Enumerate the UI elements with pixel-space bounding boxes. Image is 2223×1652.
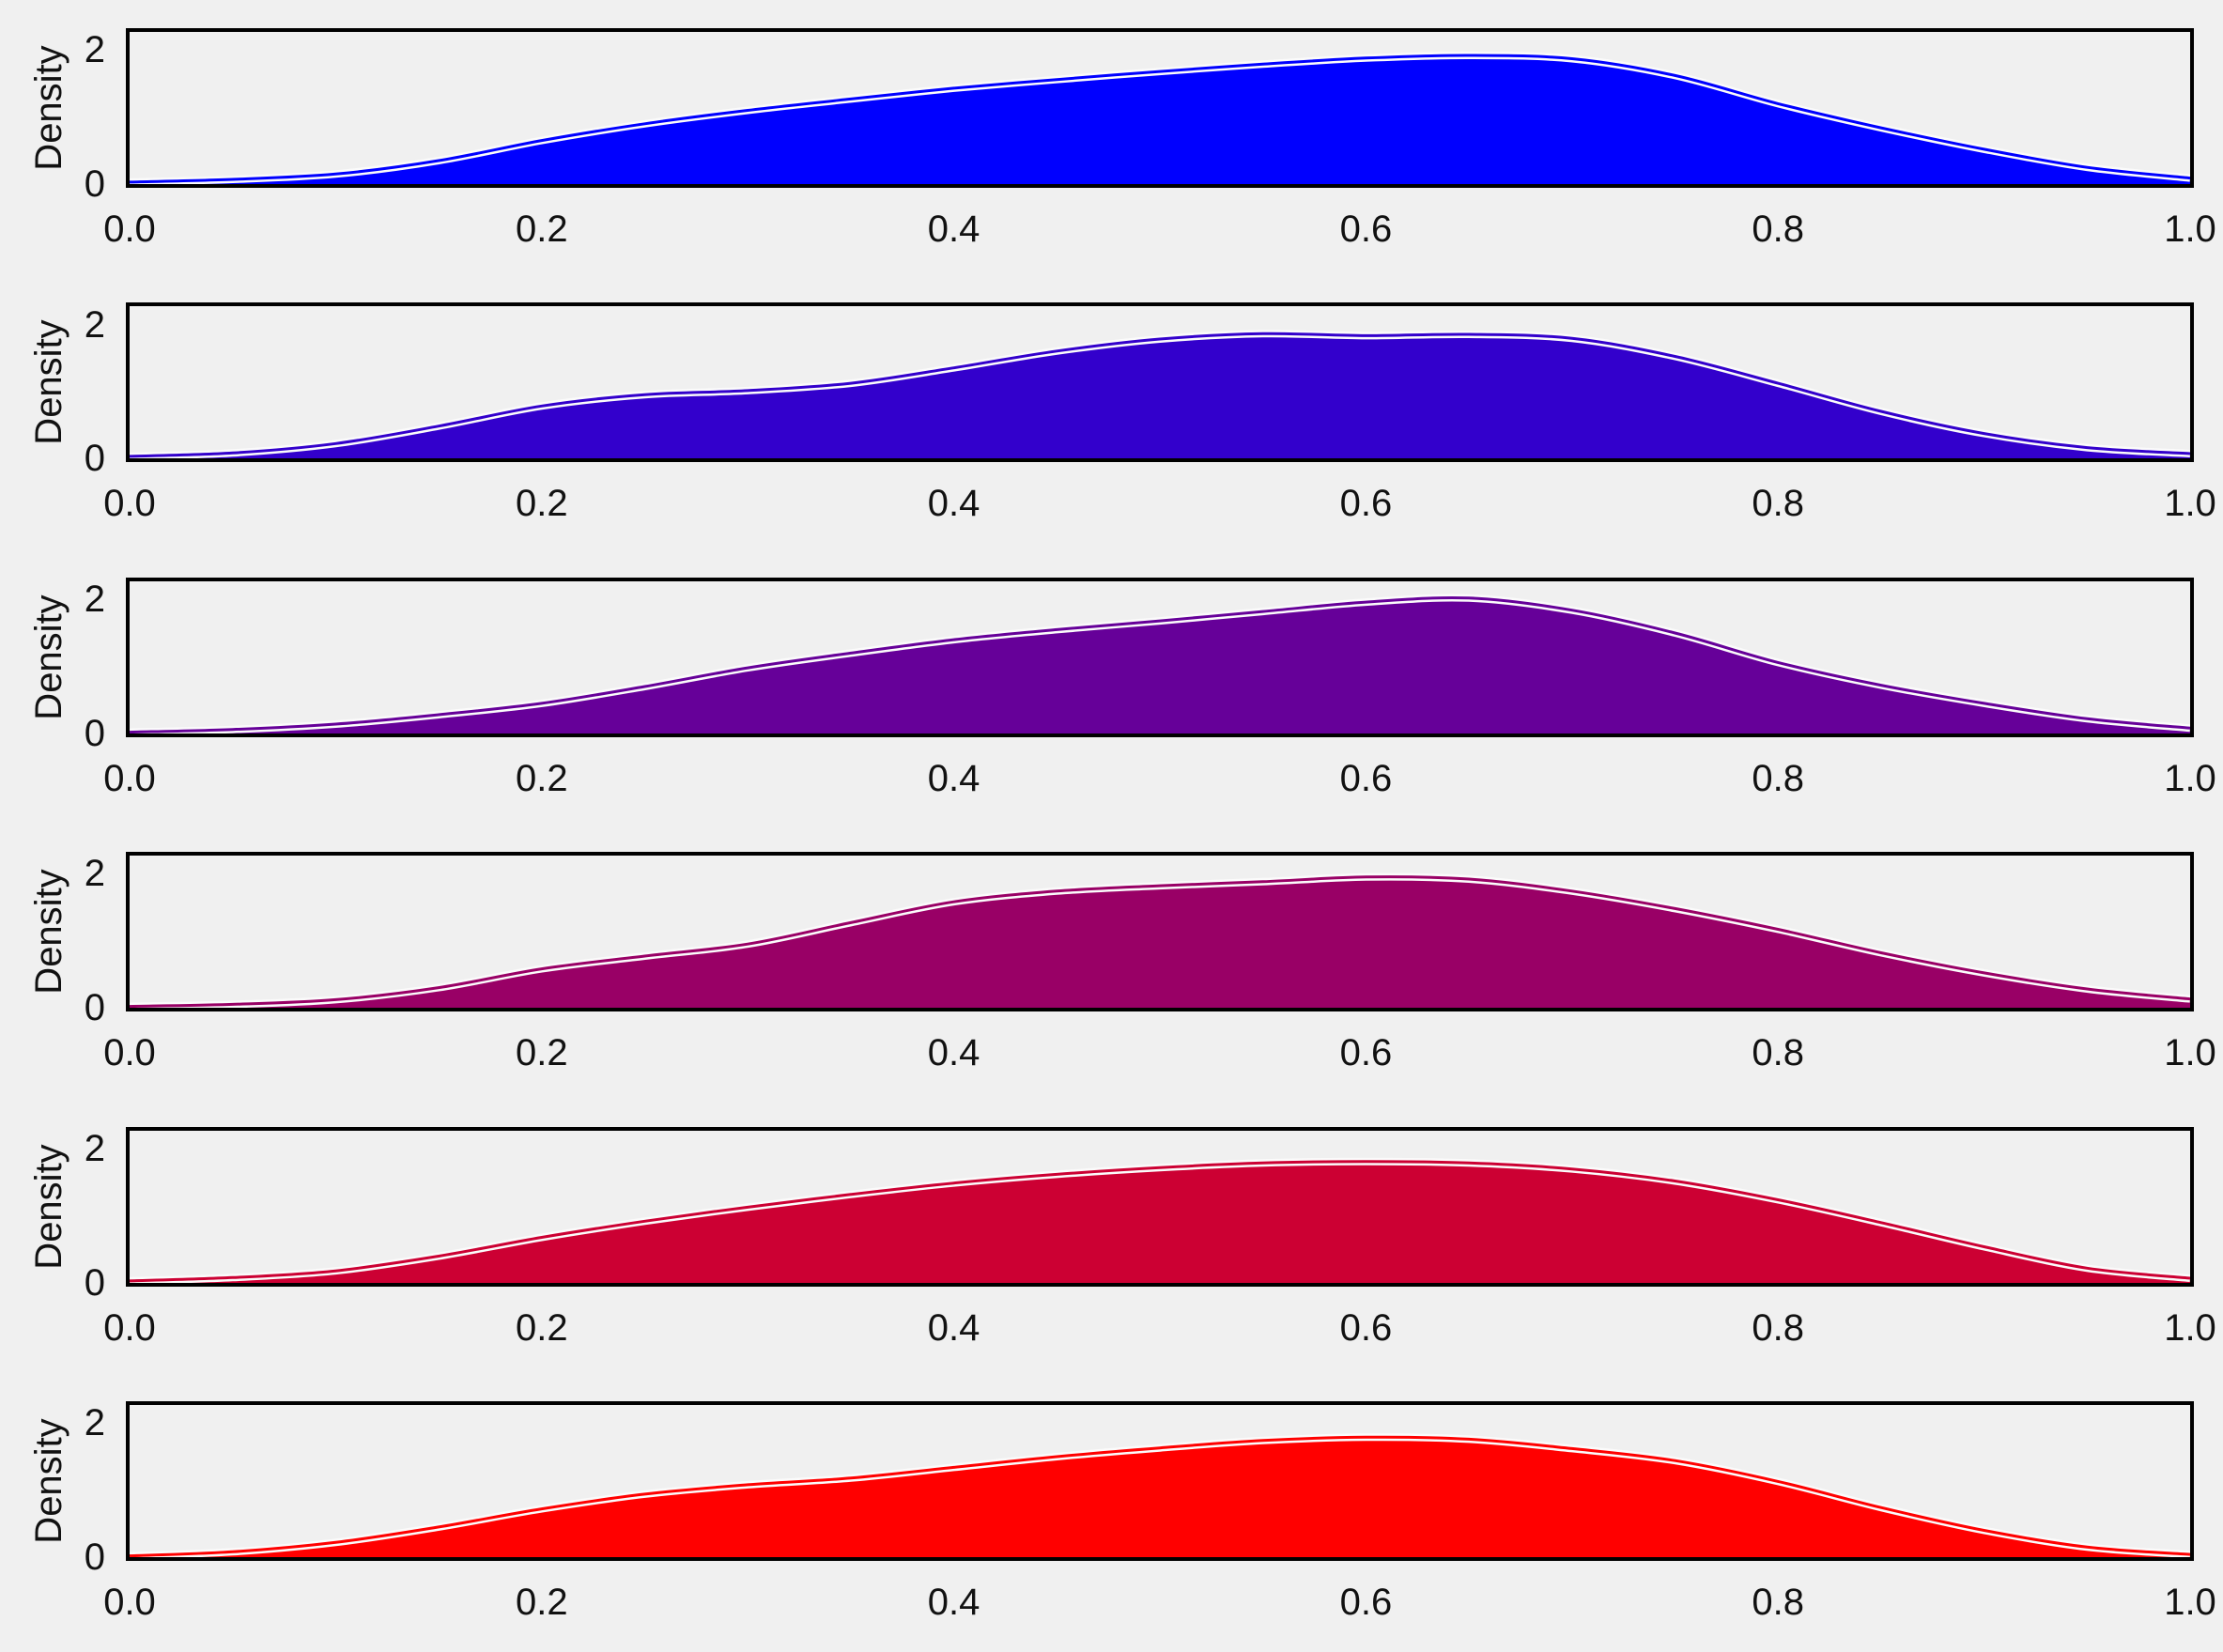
- x-tick-label-0.6: 0.6: [1339, 1582, 1393, 1623]
- y-tick-label-0: 0: [84, 438, 105, 480]
- y-tick-label-0: 0: [84, 1261, 105, 1304]
- density-plot-svg-6: [130, 1433, 2190, 1557]
- density-area-path: [130, 1437, 2190, 1557]
- kde-panel-6: [126, 1401, 2194, 1561]
- x-tick-label-0.2: 0.2: [515, 1306, 568, 1349]
- x-tick-label-0.0: 0.0: [103, 483, 156, 525]
- x-tick-label-1.0: 1.0: [2164, 757, 2216, 799]
- x-tick-label-1.0: 1.0: [2164, 1306, 2216, 1349]
- x-tick-label-0.2: 0.2: [515, 1582, 568, 1623]
- x-tick-label-0.6: 0.6: [1339, 208, 1393, 250]
- kde-panel-3: [126, 577, 2194, 737]
- density-line-path: [130, 1159, 2190, 1282]
- x-tick-label-0.0: 0.0: [103, 757, 156, 799]
- x-tick-label-0.6: 0.6: [1339, 1306, 1393, 1349]
- x-tick-label-0.8: 0.8: [1752, 757, 1804, 799]
- x-tick-label-0.6: 0.6: [1339, 483, 1393, 525]
- kde-panel-1: [126, 28, 2194, 188]
- x-tick-label-0.4: 0.4: [927, 1032, 980, 1074]
- x-tick-label-0.4: 0.4: [927, 208, 980, 250]
- x-tick-label-0.8: 0.8: [1752, 208, 1804, 250]
- x-tick-label-0.4: 0.4: [927, 1306, 980, 1349]
- y-tick-label-2: 2: [84, 1127, 105, 1169]
- density-line-path: [130, 1435, 2190, 1557]
- x-tick-label-0.2: 0.2: [515, 1032, 568, 1074]
- density-line-path: [130, 875, 2190, 1009]
- kde-panel-2: [126, 302, 2194, 463]
- density-plot-svg-2: [130, 330, 2190, 459]
- kde-panel-5: [126, 1126, 2194, 1287]
- x-tick-label-0.8: 0.8: [1752, 1582, 1804, 1623]
- x-tick-label-0.2: 0.2: [515, 757, 568, 799]
- density-plot-svg-4: [130, 872, 2190, 1009]
- x-tick-label-1.0: 1.0: [2164, 483, 2216, 525]
- x-tick-label-0.0: 0.0: [103, 1032, 156, 1074]
- y-tick-label-2: 2: [84, 303, 105, 346]
- density-area-path: [130, 333, 2190, 459]
- y-tick-label-0: 0: [84, 987, 105, 1029]
- y-tick-label-2: 2: [84, 853, 105, 895]
- x-tick-label-0.0: 0.0: [103, 1306, 156, 1349]
- x-tick-label-0.6: 0.6: [1339, 757, 1393, 799]
- x-tick-label-0.0: 0.0: [103, 1582, 156, 1623]
- density-plot-svg-5: [130, 1157, 2190, 1283]
- x-tick-label-0.6: 0.6: [1339, 1032, 1393, 1074]
- x-tick-label-0.8: 0.8: [1752, 483, 1804, 525]
- x-tick-label-0.8: 0.8: [1752, 1032, 1804, 1074]
- y-tick-label-0: 0: [84, 163, 105, 205]
- y-tick-label-0: 0: [84, 712, 105, 754]
- density-line-path: [130, 332, 2190, 458]
- y-tick-label-2: 2: [84, 1402, 105, 1444]
- density-area-path: [130, 54, 2190, 184]
- x-tick-label-1.0: 1.0: [2164, 1582, 2216, 1623]
- density-area-path: [130, 597, 2190, 733]
- y-tick-label-0: 0: [84, 1536, 105, 1578]
- x-tick-label-1.0: 1.0: [2164, 208, 2216, 250]
- density-area-path: [130, 1161, 2190, 1283]
- density-line-path: [130, 595, 2190, 733]
- x-tick-label-1.0: 1.0: [2164, 1032, 2216, 1074]
- density-line-path: [130, 54, 2190, 184]
- x-tick-label-0.2: 0.2: [515, 208, 568, 250]
- x-tick-label-0.0: 0.0: [103, 208, 156, 250]
- kde-panel-4: [126, 852, 2194, 1012]
- density-plot-svg-1: [130, 51, 2190, 184]
- density-plot-svg-3: [130, 594, 2190, 733]
- y-tick-label-2: 2: [84, 29, 105, 71]
- x-tick-label-0.8: 0.8: [1752, 1306, 1804, 1349]
- x-tick-label-0.4: 0.4: [927, 757, 980, 799]
- x-tick-label-0.4: 0.4: [927, 1582, 980, 1623]
- x-tick-label-0.4: 0.4: [927, 483, 980, 525]
- y-tick-label-2: 2: [84, 579, 105, 621]
- x-tick-label-0.2: 0.2: [515, 483, 568, 525]
